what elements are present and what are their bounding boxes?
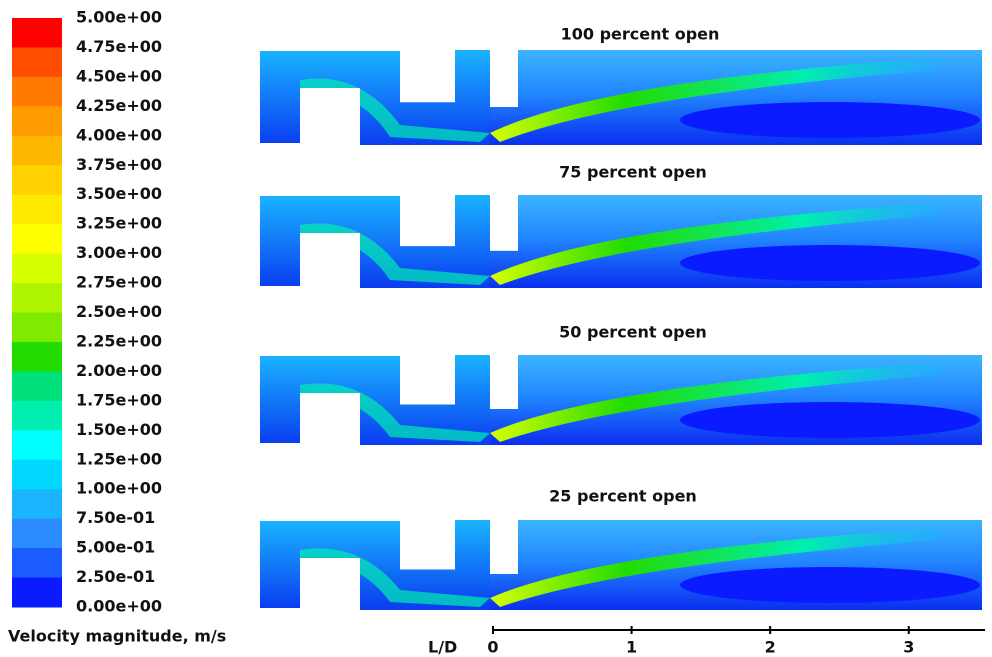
wall — [400, 50, 455, 103]
colorbar-band — [12, 430, 62, 461]
colorbar-label: 4.75e+00 — [76, 37, 162, 56]
wall — [260, 48, 400, 51]
wall — [300, 393, 360, 447]
colorbar-band — [12, 135, 62, 166]
axis-tick-label: 0 — [487, 638, 498, 657]
wall — [300, 233, 360, 290]
colorbar-band — [12, 341, 62, 372]
panel-title: 25 percent open — [549, 487, 697, 506]
colorbar-label: 5.00e+00 — [76, 8, 162, 27]
colorbar-band — [12, 76, 62, 107]
colorbar-label: 2.00e+00 — [76, 361, 162, 380]
panel-title: 75 percent open — [559, 163, 707, 182]
colorbar-band — [12, 459, 62, 490]
jet — [490, 203, 940, 285]
wall — [490, 195, 518, 251]
colorbar-label: 3.25e+00 — [76, 214, 162, 233]
low-velocity-zone — [680, 402, 980, 438]
colorbar-band — [12, 283, 62, 313]
colorbar-label: 2.25e+00 — [76, 331, 162, 350]
colorbar: 5.00e+00 4.75e+00 4.50e+00 4.25e+00 4.00e+00… — [12, 8, 162, 616]
colorbar-label: 2.75e+00 — [76, 273, 162, 292]
jet — [490, 58, 940, 142]
colorbar-label: 1.25e+00 — [76, 449, 162, 468]
wall — [260, 353, 400, 356]
colorbar-label: 3.00e+00 — [76, 243, 162, 262]
colorbar-label: 2.50e+00 — [76, 302, 162, 321]
colorbar-band — [12, 400, 62, 431]
wall — [300, 88, 360, 147]
colorbar-label: 5.00e-01 — [76, 538, 155, 557]
colorbar-label: 4.50e+00 — [76, 66, 162, 85]
colorbar-label: 7.50e-01 — [76, 508, 155, 527]
colorbar-band — [12, 371, 62, 402]
colorbar-band — [12, 489, 62, 520]
wall — [490, 50, 518, 107]
colorbar-band — [12, 548, 62, 579]
axis-tick-label: 2 — [765, 638, 776, 657]
colorbar-label: 4.25e+00 — [76, 96, 162, 115]
colorbar-band — [12, 518, 62, 549]
colorbar-label: 3.75e+00 — [76, 155, 162, 174]
wall — [490, 355, 518, 409]
colorbar-label: 2.50e-01 — [76, 567, 155, 586]
colorbar-label: 1.50e+00 — [76, 420, 162, 439]
axis-label: L/D — [428, 638, 457, 657]
jet — [490, 363, 940, 442]
wall — [260, 518, 400, 521]
colorbar-band — [12, 106, 62, 137]
low-velocity-zone — [680, 245, 980, 281]
colorbar-band — [12, 224, 62, 255]
axis-tick-label: 3 — [903, 638, 914, 657]
colorbar-band — [12, 47, 62, 78]
wall — [260, 193, 400, 196]
colorbar-label: 1.00e+00 — [76, 479, 162, 498]
low-velocity-zone — [680, 102, 980, 138]
colorbar-band — [12, 18, 62, 48]
panel-title: 100 percent open — [561, 25, 720, 44]
colorbar-band — [12, 253, 62, 284]
wall — [400, 195, 455, 247]
colorbar-band — [12, 165, 62, 196]
jet — [490, 528, 940, 607]
colorbar-label: 1.75e+00 — [76, 390, 162, 409]
colorbar-label: 3.50e+00 — [76, 184, 162, 203]
low-velocity-zone — [680, 567, 980, 603]
colorbar-band — [12, 312, 62, 343]
axis-tick-label: 1 — [626, 638, 637, 657]
wall — [300, 558, 360, 612]
colorbar-band — [12, 577, 62, 608]
colorbar-label: 4.00e+00 — [76, 125, 162, 144]
colorbar-title: Velocity magnitude, m/s — [8, 627, 226, 646]
contour-panels: 100 percent open 75 percent open 50 percen… — [260, 25, 982, 612]
wall — [400, 355, 455, 405]
colorbar-band — [12, 194, 62, 225]
colorbar-label: 0.00e+00 — [76, 597, 162, 616]
wall — [400, 520, 455, 570]
panel-title: 50 percent open — [559, 323, 707, 342]
wall — [490, 520, 518, 574]
